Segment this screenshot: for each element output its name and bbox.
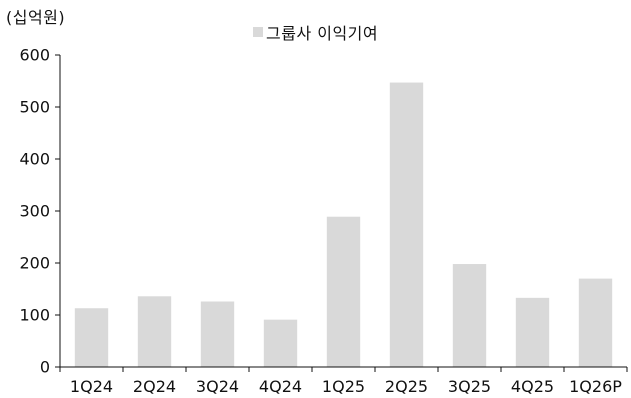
bar-1Q25	[326, 216, 361, 367]
legend-swatch	[253, 27, 263, 37]
bar-3Q25	[452, 264, 487, 367]
bar-4Q25	[515, 297, 550, 367]
chart-legend: 그룹사 이익기여	[253, 20, 378, 44]
x-axis: 1Q24 2Q24 3Q24 4Q24 1Q25 2Q25 3Q25 4Q25 1Q26P	[59, 366, 628, 396]
x-tick-label: 3Q25	[448, 377, 491, 396]
y-tick-label: 100	[19, 306, 50, 325]
x-tick-label: 3Q24	[196, 377, 239, 396]
y-tick-label: 500	[19, 98, 50, 117]
bar-1Q26P	[578, 278, 613, 367]
x-tick-label: 1Q26P	[569, 377, 622, 396]
y-tick-label: 300	[19, 202, 50, 221]
y-tick-label: 200	[19, 254, 50, 273]
bar-4Q24	[263, 319, 298, 367]
y-axis: 0 100 200 300 400 500 600	[19, 46, 61, 377]
bar-series	[74, 82, 613, 367]
x-tick-label: 2Q24	[133, 377, 176, 396]
bar-3Q24	[200, 301, 235, 367]
y-tick-label: 0	[40, 358, 50, 377]
x-tick-label: 4Q24	[259, 377, 302, 396]
bar-2Q25	[389, 82, 424, 367]
legend-label: 그룹사 이익기여	[266, 24, 379, 43]
x-tick-label: 2Q25	[385, 377, 428, 396]
y-tick-label: 600	[19, 46, 50, 65]
y-tick-label: 400	[19, 150, 50, 169]
x-tick-label: 4Q25	[511, 377, 554, 396]
bar-2Q24	[137, 296, 172, 367]
x-tick-label: 1Q25	[322, 377, 365, 396]
x-tick-label: 1Q24	[70, 377, 113, 396]
bar-1Q24	[74, 308, 109, 367]
y-axis-unit-label: (십억원)	[6, 8, 66, 27]
